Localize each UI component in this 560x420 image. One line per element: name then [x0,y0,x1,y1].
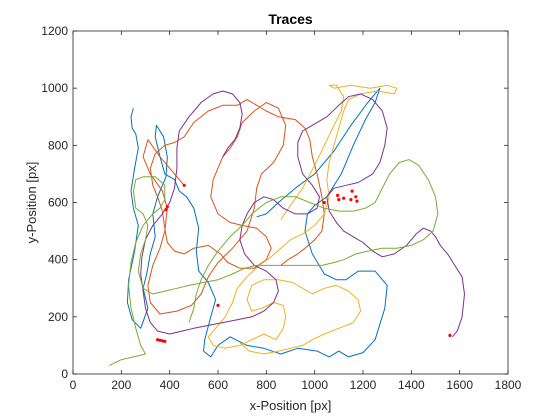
plot-area-background [73,31,508,374]
series-line-4 [140,90,465,338]
marker-point-12 [216,303,220,307]
marker-layer [156,183,452,343]
y-tick-label-3: 400 [48,253,68,267]
x-tick-label-7: 1200 [350,378,377,392]
x-tick-label-5: 800 [256,378,276,392]
marker-point-5 [342,196,346,200]
axes-layer: 0 200 400 600 800 1000 1200 1400 1600 1800 0 200 400… [41,24,521,392]
x-tick-label-4: 600 [208,378,228,392]
series-line-5 [109,159,439,366]
y-tick-label-6: 1000 [41,81,68,95]
x-tick-label-1: 0 [70,378,77,392]
series-layer [109,84,465,366]
marker-point-15 [160,339,164,343]
marker-point-7 [350,189,354,193]
marker-point-9 [355,199,359,203]
y-tick-label-2: 200 [48,310,68,324]
marker-point-10 [165,205,169,209]
y-axis-label: y-Position [px] [24,162,39,244]
x-axis-label: x-Position [px] [250,398,332,413]
marker-point-13 [156,338,160,342]
marker-point-1 [182,183,186,187]
y-tick-label-7: 1200 [41,24,68,38]
marker-point-2 [322,200,326,205]
marker-point-16 [163,339,167,343]
x-tick-label-8: 1400 [398,378,425,392]
y-tick-label-4: 600 [48,196,68,210]
x-tick-label-10: 1800 [495,378,522,392]
marker-point-17 [448,333,452,337]
marker-point-14 [158,338,162,342]
marker-point-6 [349,198,353,202]
x-tick-label-6: 1000 [301,378,328,392]
series-line-1 [126,87,388,358]
marker-point-4 [337,198,341,202]
marker-point-11 [164,208,168,212]
x-tick-label-2: 200 [111,378,131,392]
marker-point-3 [336,193,340,197]
y-tick-label-5: 800 [48,138,68,152]
y-tick-label-1: 0 [61,367,68,381]
chart-title: Traces [268,11,313,27]
x-tick-label-3: 400 [160,378,180,392]
series-line-2 [142,99,325,315]
x-tick-label-9: 1600 [446,378,473,392]
marker-point-8 [354,195,358,199]
